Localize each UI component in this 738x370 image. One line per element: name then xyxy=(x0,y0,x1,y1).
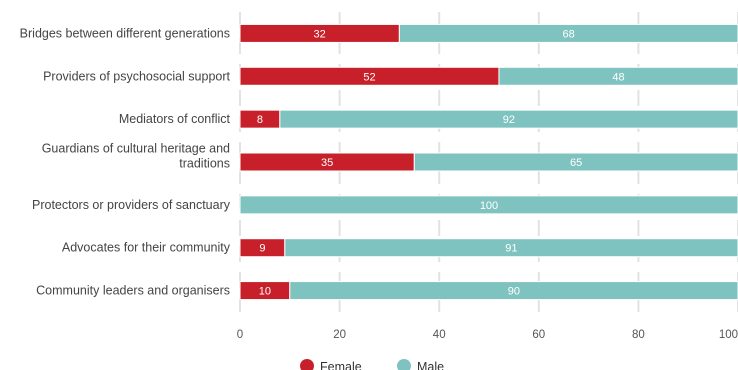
bar-male xyxy=(239,195,738,215)
category-label: Guardians of cultural heritage and xyxy=(42,142,230,156)
bars: 32685248892356501009911090 xyxy=(237,23,738,301)
x-tick-label: 20 xyxy=(333,329,346,341)
data-label: 9 xyxy=(259,243,265,255)
category-label: Mediators of conflict xyxy=(119,112,231,126)
x-tick-label: 100 xyxy=(719,329,738,341)
data-label: 10 xyxy=(259,286,271,298)
data-label: 32 xyxy=(314,28,326,40)
grid-lines xyxy=(239,12,738,312)
legend-marker-male xyxy=(397,359,411,370)
x-axis-ticks: 0 20 40 60 80 100 xyxy=(237,329,738,341)
category-label: traditions xyxy=(179,157,230,171)
data-label: 8 xyxy=(257,114,263,126)
category-label: Providers of psychosocial support xyxy=(43,69,230,83)
category-label: Bridges between different generations xyxy=(20,26,230,40)
data-label: 92 xyxy=(503,114,515,126)
data-label: 100 xyxy=(480,200,498,212)
x-tick-label: 40 xyxy=(433,329,446,341)
data-label: 68 xyxy=(563,28,575,40)
data-label: 65 xyxy=(570,157,582,169)
data-label: 52 xyxy=(363,71,375,83)
category-labels: Bridges between different generations Pro… xyxy=(20,26,231,297)
x-tick-label: 60 xyxy=(532,329,545,341)
category-label: Community leaders and organisers xyxy=(36,284,230,298)
legend: Female Male xyxy=(300,359,444,370)
legend-marker-female xyxy=(300,359,314,370)
bar-male xyxy=(413,152,738,172)
data-label: 91 xyxy=(505,243,517,255)
data-label: 90 xyxy=(508,286,520,298)
x-tick-label: 80 xyxy=(632,329,645,341)
data-label: 48 xyxy=(612,71,624,83)
x-tick-label: 0 xyxy=(237,329,243,341)
bar-male xyxy=(284,238,738,258)
bar-male xyxy=(289,281,738,301)
bar-male xyxy=(398,23,738,43)
legend-label-male: Male xyxy=(417,360,444,370)
category-label: Advocates for their community xyxy=(62,241,231,255)
legend-label-female: Female xyxy=(320,360,362,370)
data-label: 35 xyxy=(321,157,333,169)
bar-male xyxy=(279,109,738,129)
category-label: Protectors or providers of sanctuary xyxy=(32,198,231,212)
